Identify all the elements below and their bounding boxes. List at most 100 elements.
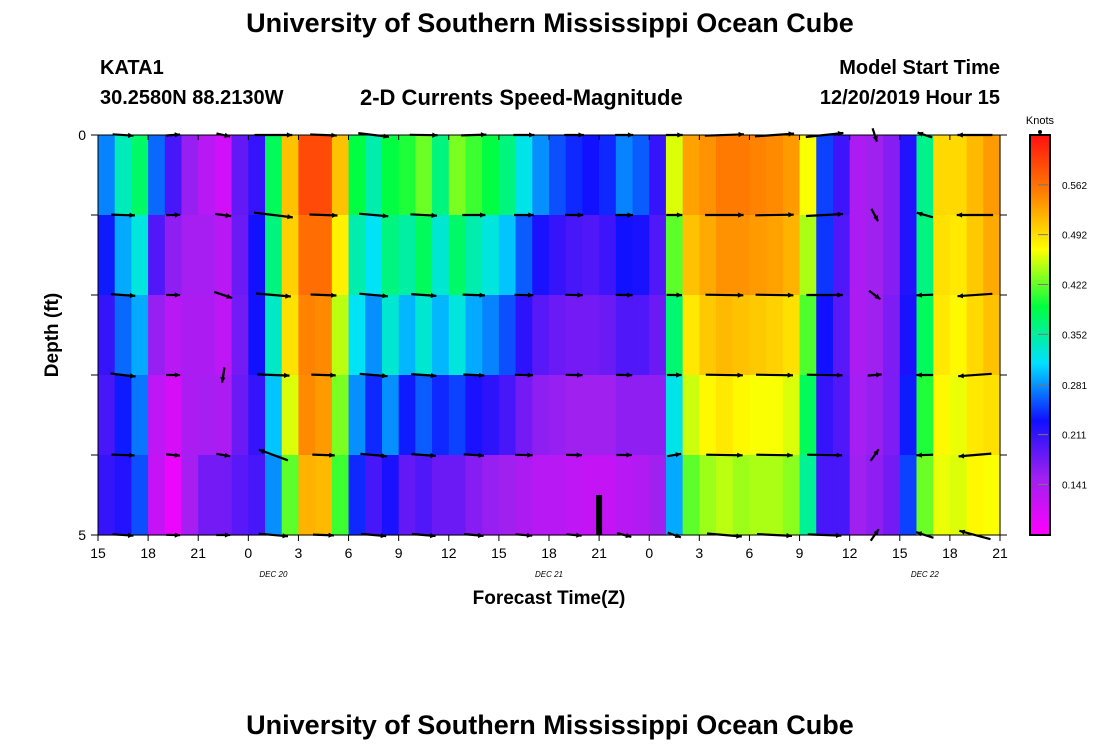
heat-cell — [532, 375, 550, 456]
vector-head — [627, 292, 633, 298]
vector-head — [226, 293, 233, 299]
heat-cell — [265, 135, 283, 216]
heat-cell — [398, 295, 416, 376]
heat-cell — [448, 375, 467, 456]
heat-cell — [465, 455, 483, 536]
heat-cell — [281, 135, 300, 216]
heat-cell — [265, 295, 283, 376]
heat-cell — [699, 295, 717, 376]
vector-head — [430, 533, 436, 539]
colorbar-tick-label: 0.492 — [1062, 231, 1087, 242]
vector-shaft — [706, 453, 743, 457]
heat-cell — [432, 295, 450, 376]
heat-cell — [298, 215, 316, 296]
heat-cell — [248, 455, 266, 536]
heat-cell — [198, 375, 216, 456]
heat-cell — [649, 455, 667, 536]
vector-head — [129, 292, 136, 299]
heat-cell — [766, 295, 784, 376]
vector-head — [676, 292, 682, 298]
vector-head — [331, 292, 337, 298]
heat-cell — [348, 455, 366, 536]
heat-cell — [732, 295, 751, 376]
heat-cell — [782, 375, 801, 456]
heat-cell — [883, 215, 901, 296]
x-tick-label: 18 — [942, 545, 958, 561]
heat-cell — [164, 375, 183, 456]
heat-cell — [398, 455, 416, 536]
heat-cell — [983, 375, 1001, 456]
heat-cell — [348, 135, 366, 216]
colorbar-tick-label: 0.281 — [1062, 381, 1087, 392]
heat-cell — [799, 215, 817, 296]
vector-shaft — [755, 373, 794, 377]
heat-cell — [732, 455, 751, 536]
heat-cell — [799, 135, 817, 216]
heat-cell — [265, 455, 283, 536]
heat-cell — [549, 455, 567, 536]
heat-cell — [632, 215, 650, 296]
vector-head — [959, 529, 966, 535]
heat-cell — [949, 455, 968, 536]
colorbar-unit: Knots — [1026, 115, 1055, 127]
heat-cell — [315, 375, 333, 456]
vector-head — [837, 292, 843, 298]
colorbar-cap — [1038, 130, 1042, 134]
vector-head — [917, 131, 924, 137]
heat-cell — [565, 455, 583, 536]
heat-cell — [448, 215, 467, 296]
vector-head — [737, 292, 744, 298]
heat-cell — [148, 295, 166, 376]
heat-cell — [465, 135, 483, 216]
heat-cell — [315, 215, 333, 296]
vector-head — [873, 529, 879, 536]
heat-cell — [649, 215, 667, 296]
heat-cell — [883, 375, 901, 456]
vector-head — [787, 372, 793, 378]
heat-cell — [549, 135, 567, 216]
heat-cell — [782, 135, 801, 216]
vector-head — [577, 212, 584, 218]
heat-cell — [699, 375, 717, 456]
heat-cell — [933, 295, 951, 376]
heat-cell — [649, 135, 667, 216]
heat-cell — [98, 455, 116, 536]
heat-cell — [298, 455, 316, 536]
heat-cell — [799, 375, 817, 456]
vector-head — [837, 211, 844, 217]
heat-cell — [665, 295, 684, 376]
heat-cell — [432, 135, 450, 216]
heat-cell — [415, 375, 433, 456]
x-tick-label: 6 — [746, 545, 754, 561]
heat-cell — [816, 295, 834, 376]
heat-cell — [231, 295, 249, 376]
vector-head — [284, 372, 290, 378]
heat-cell — [866, 455, 884, 536]
heat-cell — [114, 295, 132, 376]
heat-cell — [849, 375, 867, 456]
heat-cell — [281, 215, 300, 296]
heat-cell — [766, 215, 784, 296]
heat-cell — [482, 135, 500, 216]
heat-cell — [599, 375, 617, 456]
x-tick-label: 21 — [190, 545, 206, 561]
vector-head — [627, 212, 633, 218]
heat-cell — [381, 295, 400, 376]
heat-cell — [331, 375, 350, 456]
vector-head — [382, 213, 389, 219]
heat-cell — [549, 375, 567, 456]
heat-cell — [916, 295, 934, 376]
x-tick-label: 6 — [345, 545, 353, 561]
heat-cell — [949, 295, 968, 376]
heat-cell — [749, 215, 767, 296]
heat-cell — [933, 375, 951, 456]
vector-head — [873, 449, 879, 456]
vector-shaft — [958, 372, 992, 378]
vector-head — [527, 372, 533, 378]
heat-cell — [131, 215, 149, 296]
vector-head — [676, 212, 683, 218]
vector-head — [576, 452, 583, 458]
heat-cell — [716, 135, 734, 216]
heat-cell — [732, 375, 751, 456]
vector-head — [382, 293, 388, 299]
